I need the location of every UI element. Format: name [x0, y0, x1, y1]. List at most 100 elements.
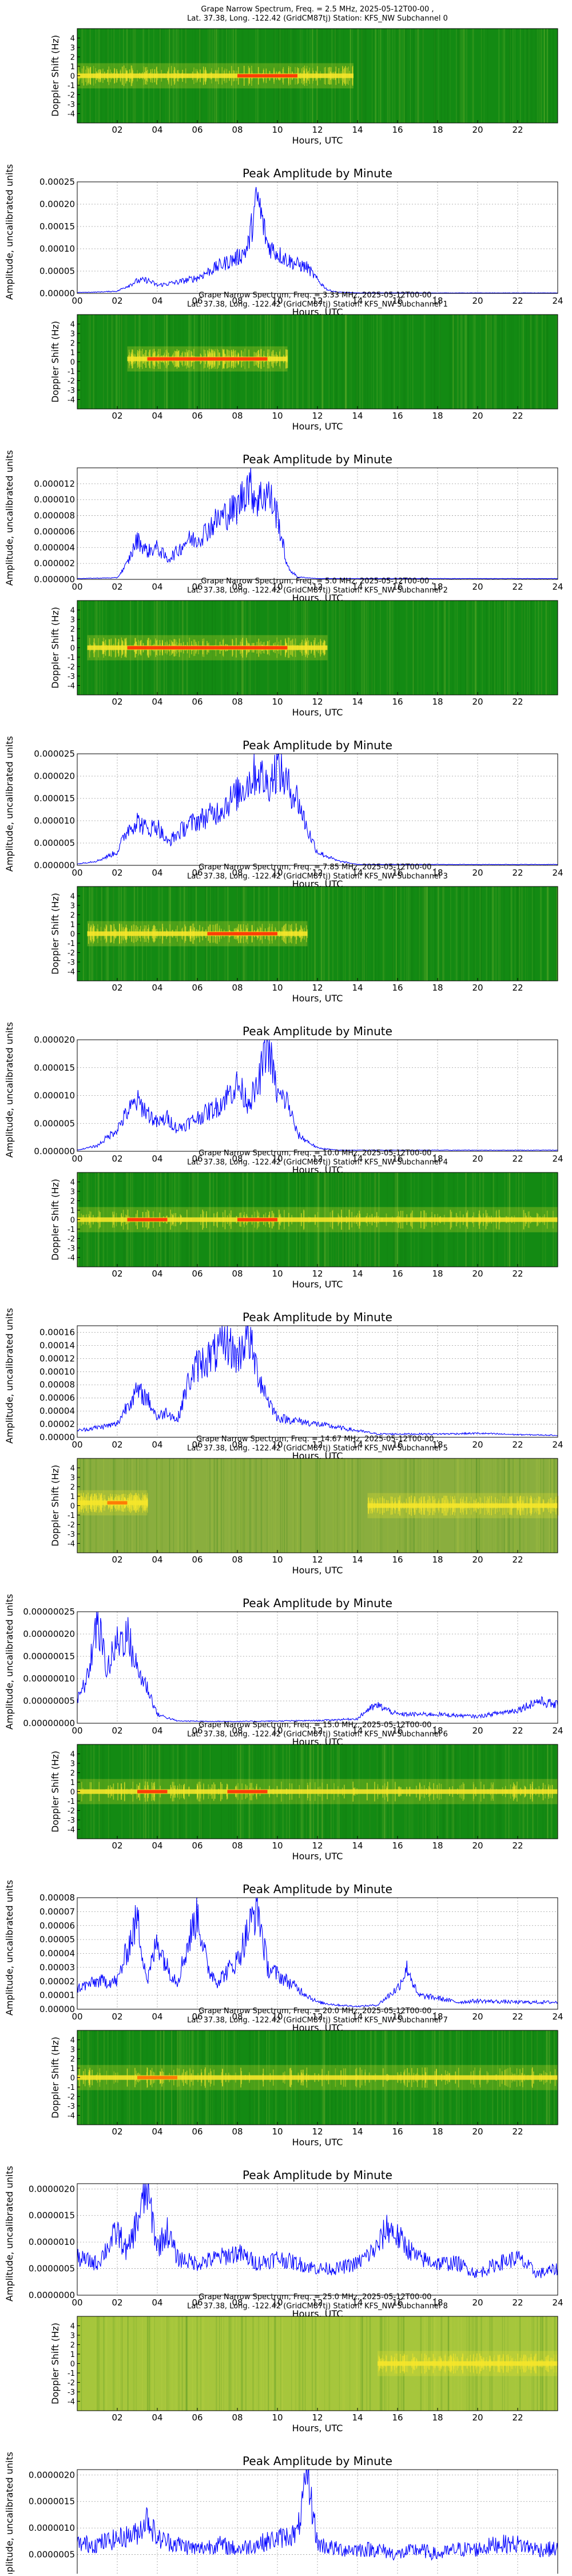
y-tick-label: 0.000008 [34, 511, 75, 521]
spectrogram-texture [109, 315, 110, 409]
spectrogram-texture [211, 1458, 212, 1553]
x-tick-label: 04 [152, 1154, 162, 1164]
y-tick-label: -3 [67, 1531, 75, 1539]
spectrogram-texture [391, 601, 392, 695]
x-tick-label: 00 [72, 1440, 82, 1450]
spectrogram-texture [344, 601, 346, 695]
x-tick-label: 04 [152, 1555, 162, 1565]
spectrogram-texture [449, 315, 451, 409]
spectrogram-texture [324, 315, 325, 409]
y-tick-label: 4 [70, 321, 75, 329]
spectrogram-texture [506, 29, 507, 123]
y-tick-label: 0.00005 [39, 1934, 75, 1945]
x-tick-label: 02 [112, 983, 122, 993]
spectrogram-texture [511, 887, 513, 981]
spectrogram-texture [473, 315, 474, 409]
spectrogram-texture [546, 601, 547, 695]
x-tick-label: 06 [192, 1840, 202, 1851]
x-tick-label: 02 [112, 1154, 122, 1164]
y-tick-label: -1 [67, 1798, 75, 1806]
spectrogram-texture [190, 1458, 192, 1553]
x-tick-label: 06 [192, 125, 202, 135]
y-axis-label: Doppler Shift (Hz) [50, 2037, 61, 2118]
spectrogram-texture [239, 1458, 240, 1553]
spectrogram-hot-band [237, 1218, 277, 1222]
x-tick-label: 14 [352, 1840, 363, 1851]
spectrogram-title: Grape Narrow Spectrum, Freq. = 14.67 MHz… [196, 1435, 439, 1444]
spectrogram-texture [495, 601, 496, 695]
spectrogram-texture [117, 2316, 118, 2411]
spectrogram-texture [372, 29, 374, 123]
spectrogram-title: Grape Narrow Spectrum, Freq. = 2.5 MHz, … [201, 5, 434, 14]
x-tick-label: 04 [152, 983, 162, 993]
x-tick-label: 22 [512, 1555, 523, 1565]
x-tick-label: 14 [352, 2126, 363, 2137]
spectrogram-texture [464, 29, 466, 123]
spectrogram-texture [356, 601, 357, 695]
spectrogram-texture [374, 315, 375, 409]
spectrogram-texture [434, 315, 435, 409]
spectrogram-texture [315, 887, 316, 981]
spectrogram-texture [94, 315, 95, 409]
x-tick-label: 24 [552, 1440, 563, 1450]
x-tick-label: 02 [112, 125, 122, 135]
spectrogram-texture [193, 1458, 194, 1553]
y-tick-label: -3 [67, 1816, 75, 1825]
spectrogram-hot-band [228, 1790, 268, 1794]
spectrogram-texture [523, 315, 524, 409]
spectrogram-texture [340, 887, 342, 981]
spectrogram-texture [346, 601, 347, 695]
spectrogram-texture [492, 315, 493, 409]
y-tick-label: 0.000010 [34, 816, 75, 826]
amplitude-chart-title: Peak Amplitude by Minute [243, 1024, 392, 1038]
spectrogram-texture [230, 2316, 231, 2411]
spectrogram-texture [282, 1458, 283, 1553]
x-tick-label: 04 [152, 2126, 162, 2137]
spectrogram-texture [103, 2316, 104, 2411]
x-tick-label: 02 [112, 1440, 122, 1450]
y-tick-label: 0.000002 [34, 558, 75, 569]
spectrogram-texture [515, 887, 517, 981]
x-tick-label: 20 [472, 1154, 483, 1164]
spectrogram-texture [229, 1458, 230, 1553]
spectrogram-texture [387, 601, 388, 695]
x-tick-label: 22 [512, 1154, 523, 1164]
spectrogram-texture [125, 315, 126, 409]
spectrogram-texture [541, 29, 542, 123]
spectrogram-texture [438, 887, 439, 981]
x-tick-label: 22 [512, 2126, 523, 2137]
spectrogram-texture [424, 887, 426, 981]
x-tick-label: 20 [472, 2011, 483, 2022]
spectrogram-texture [389, 29, 391, 123]
x-tick-label: 12 [312, 411, 323, 421]
spectrogram-texture [494, 315, 495, 409]
y-tick-label: 0.00008 [39, 1380, 75, 1390]
x-tick-label: 06 [192, 1555, 202, 1565]
spectrogram-texture [390, 29, 391, 123]
spectrogram-texture [263, 2316, 264, 2411]
spectrogram-texture [526, 601, 527, 695]
y-tick-label: 2 [70, 1198, 75, 1206]
y-tick-label: 0.000000 [34, 574, 75, 585]
y-tick-label: 0.00000020 [23, 1629, 75, 1639]
x-tick-label: 00 [72, 296, 82, 306]
spectrogram-title: Grape Narrow Spectrum, Freq. = 7.85 MHz,… [198, 863, 436, 872]
spectrogram-texture [411, 29, 412, 123]
spectrogram-texture [375, 887, 376, 981]
spectrogram-texture [261, 2316, 262, 2411]
spectrogram-texture [362, 29, 363, 123]
spectrogram-texture [387, 29, 388, 123]
spectrogram-texture [336, 1458, 338, 1553]
spectrogram-texture [96, 315, 97, 409]
x-tick-label: 22 [512, 868, 523, 878]
spectrogram-texture [531, 601, 532, 695]
spectrogram-texture [356, 887, 357, 981]
spectrogram-texture [396, 887, 397, 981]
spectrogram-texture [366, 29, 367, 123]
y-tick-label: -3 [67, 959, 75, 967]
spectrogram-texture [346, 1458, 347, 1553]
spectrogram-texture [344, 315, 345, 409]
x-tick-label: 08 [232, 125, 243, 135]
spectrogram-texture [466, 315, 467, 409]
